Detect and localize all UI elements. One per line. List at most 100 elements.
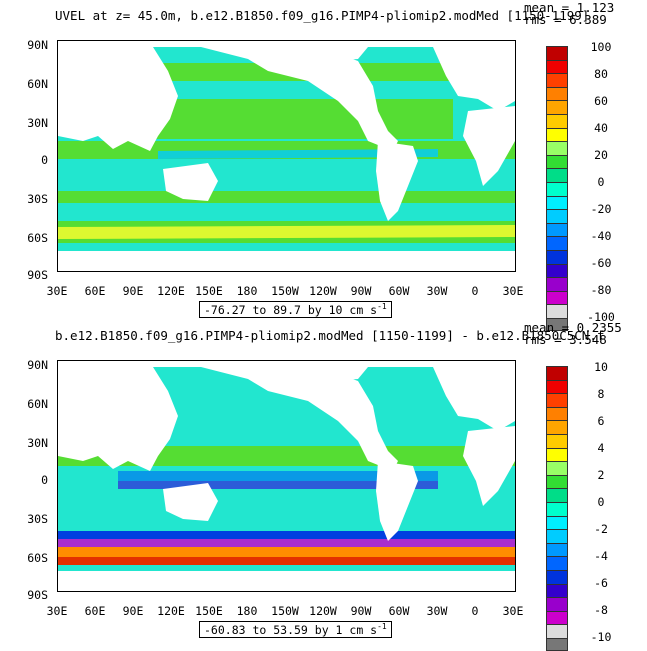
lat-label-0: 0 — [41, 153, 48, 167]
lon-label: 180 — [236, 284, 258, 298]
lon-label: 150W — [271, 604, 299, 618]
lon-label: 0 — [471, 284, 479, 298]
top-range-label: -76.27 to 89.7 by 10 cm s-1 — [199, 301, 392, 318]
lat-label-30n: 30N — [27, 116, 48, 130]
bottom-cb-label: 6 — [597, 414, 605, 428]
bottom-map-graphic — [58, 361, 515, 591]
bottom-cb-label: 0 — [597, 495, 605, 509]
top-cb-label: 100 — [590, 40, 612, 54]
lon-label: 120W — [309, 284, 337, 298]
lat-label-30s: 30S — [27, 192, 48, 206]
top-range-text: -76.27 to 89.7 by 10 cm s — [204, 302, 378, 317]
acc-anomaly-blue — [58, 531, 515, 539]
lon-label: 30E — [502, 284, 524, 298]
greenland — [316, 367, 368, 381]
bottom-cb-label: 4 — [597, 441, 605, 455]
top-range-unit-exponent: -1 — [377, 302, 387, 311]
top-cb-label: -40 — [590, 229, 612, 243]
lon-label: 30W — [426, 604, 448, 618]
lon-label: 150E — [195, 604, 223, 618]
acc-core — [58, 225, 515, 239]
lon-label: 30E — [46, 604, 68, 618]
lat-label-60n: 60N — [27, 77, 48, 91]
lat-label-90s: 90S — [27, 588, 48, 602]
lat-label-60n: 60N — [27, 397, 48, 411]
top-cb-label: 0 — [597, 175, 605, 189]
bottom-rms-stat: rms = 3.548 — [524, 332, 607, 347]
top-map-graphic — [58, 41, 515, 271]
bottom-colorbar — [546, 366, 568, 651]
equatorial-anomaly-2 — [118, 481, 438, 489]
top-cb-label: -20 — [590, 202, 612, 216]
top-cb-label: -100 — [587, 310, 615, 324]
lon-label: 30W — [426, 284, 448, 298]
top-map-panel: UVEL at z= 45.0m, b.e12.B1850.f09_g16.PI… — [0, 0, 647, 332]
bottom-cb-label: -2 — [594, 522, 608, 536]
lat-label-60s: 60S — [27, 551, 48, 565]
south-band — [58, 191, 515, 203]
lon-label: 60W — [388, 604, 410, 618]
europe — [433, 367, 515, 431]
top-mean-stat: mean = 1.123 — [524, 0, 615, 15]
top-panel-title: UVEL at z= 45.0m, b.e12.B1850.f09_g16.PI… — [55, 8, 590, 23]
south-america — [376, 461, 418, 541]
lon-label: 120E — [157, 604, 185, 618]
bottom-cb-label: -8 — [594, 603, 608, 617]
lon-label: 90E — [122, 284, 144, 298]
bottom-range-label: -60.83 to 53.59 by 1 cm s-1 — [199, 621, 392, 638]
lon-label: 90W — [350, 604, 372, 618]
lon-label: 0 — [471, 604, 479, 618]
asia — [58, 47, 178, 151]
top-cb-label: 40 — [594, 121, 608, 135]
south-america — [376, 141, 418, 221]
lon-label: 30E — [502, 604, 524, 618]
lon-label: 90W — [350, 284, 372, 298]
north-pacific-band — [153, 99, 453, 139]
equatorial-anomaly — [118, 471, 438, 481]
africa — [463, 426, 515, 506]
top-cb-label: 20 — [594, 148, 608, 162]
acc-anomaly-orange — [58, 547, 515, 557]
lon-label: 60E — [84, 604, 106, 618]
lat-label-30n: 30N — [27, 436, 48, 450]
top-cb-label: 60 — [594, 94, 608, 108]
bottom-difference-map — [57, 360, 516, 592]
tropical-band — [58, 446, 515, 466]
lon-label: 150W — [271, 284, 299, 298]
top-colorbar — [546, 46, 568, 332]
bottom-range-text: -60.83 to 53.59 by 1 cm s — [204, 622, 378, 637]
acc-anomaly-purple — [58, 539, 515, 547]
lon-label: 60W — [388, 284, 410, 298]
australia — [163, 483, 218, 521]
lat-label-60s: 60S — [27, 231, 48, 245]
lon-label: 150E — [195, 284, 223, 298]
land-masses — [58, 41, 515, 271]
bottom-cb-label: 2 — [597, 468, 605, 482]
top-cb-label: -80 — [590, 283, 612, 297]
top-ocean-velocity-map — [57, 40, 516, 272]
equatorial-undercurrent — [158, 149, 438, 159]
bottom-cb-label: -10 — [590, 630, 612, 644]
top-cb-label: 80 — [594, 67, 608, 81]
lat-label-90n: 90N — [27, 358, 48, 372]
lat-label-90n: 90N — [27, 38, 48, 52]
lat-label-0: 0 — [41, 473, 48, 487]
bottom-panel-title: b.e12.B1850.f09_g16.PIMP4-pliomip2.modMe… — [55, 328, 605, 343]
lon-label: 180 — [236, 604, 258, 618]
lon-label: 120W — [309, 604, 337, 618]
lon-label: 30E — [46, 284, 68, 298]
asia — [58, 367, 178, 471]
greenland — [316, 47, 368, 61]
lat-label-90s: 90S — [27, 268, 48, 282]
bottom-cb-label: -6 — [594, 576, 608, 590]
bottom-mean-stat: mean = 0.2355 — [524, 320, 622, 335]
top-cb-label: -60 — [590, 256, 612, 270]
north-america — [201, 367, 398, 471]
bottom-cb-label: 10 — [594, 360, 608, 374]
land-masses — [58, 361, 515, 591]
bottom-range-unit-exponent: -1 — [377, 622, 387, 631]
bottom-cb-label: 8 — [597, 387, 605, 401]
lat-label-30s: 30S — [27, 512, 48, 526]
europe — [433, 47, 515, 111]
bottom-map-panel: b.e12.B1850.f09_g16.PIMP4-pliomip2.modMe… — [0, 320, 647, 651]
